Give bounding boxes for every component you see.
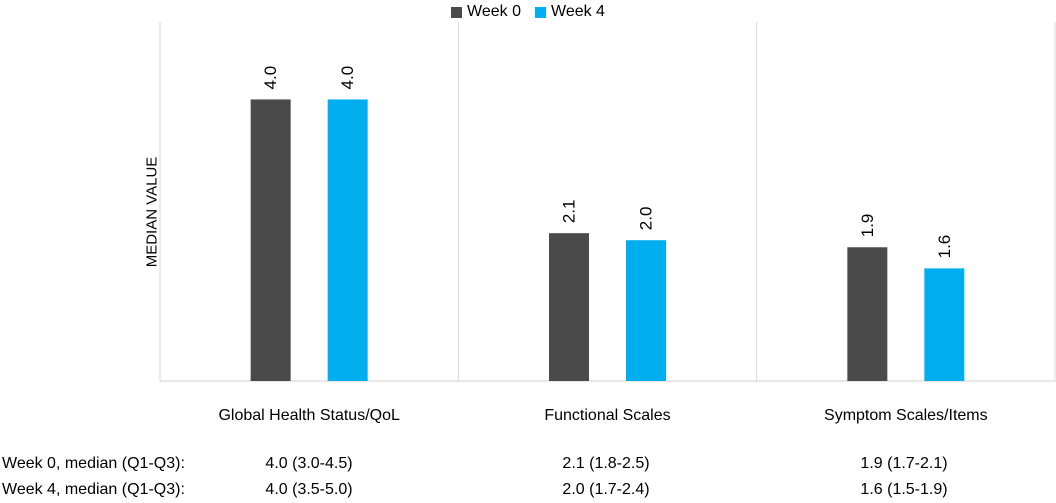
stats-cell: 4.0 (3.5-5.0)	[265, 481, 353, 498]
bar-week0	[250, 99, 291, 382]
stats-row-week0: Week 0, median (Q1-Q3): 4.0 (3.0-4.5) 2.…	[0, 455, 1056, 477]
stats-row-label: Week 4, median (Q1-Q3):	[2, 481, 185, 498]
data-label: 4.0	[261, 66, 280, 90]
bar-week4	[327, 99, 368, 382]
data-label: 4.0	[338, 66, 357, 90]
bar-week0	[549, 233, 589, 381]
chart-legend: Week 0 Week 4	[0, 2, 1056, 22]
stats-cell: 1.6 (1.5-1.9)	[860, 481, 948, 498]
bar-week0	[847, 247, 888, 381]
legend-item-week0: Week 0	[451, 3, 521, 21]
data-label: 1.9	[858, 214, 877, 238]
x-tick-label: Symptom Scales/Items	[824, 407, 988, 424]
legend-swatch-week0	[451, 6, 463, 18]
stats-cell: 1.9 (1.7-2.1)	[860, 455, 948, 472]
x-tick-label: Global Health Status/QoL	[218, 407, 400, 424]
legend-swatch-week4	[535, 6, 546, 18]
data-label: 2.0	[637, 207, 656, 231]
legend-label-week0: Week 0	[467, 3, 521, 20]
stats-cell: 2.1 (1.8-2.5)	[562, 455, 650, 472]
stats-cell: 4.0 (3.0-4.5)	[265, 455, 353, 472]
legend-label-week4: Week 4	[551, 3, 605, 20]
stats-row-week4: Week 4, median (Q1-Q3): 4.0 (3.5-5.0) 2.…	[0, 481, 1056, 503]
stats-cell: 2.0 (1.7-2.4)	[562, 481, 650, 498]
bar-week4	[626, 240, 666, 381]
stats-row-label: Week 0, median (Q1-Q3):	[2, 455, 185, 472]
x-tick-label: Functional Scales	[544, 407, 670, 424]
bar-week4	[924, 268, 965, 381]
legend-item-week4: Week 4	[535, 3, 605, 21]
data-label: 2.1	[560, 200, 579, 224]
data-label: 1.6	[935, 235, 954, 259]
bar-chart: 4.0 4.0 Global Health Status/QoL 2.1 2.0 Func…	[159, 22, 1056, 424]
